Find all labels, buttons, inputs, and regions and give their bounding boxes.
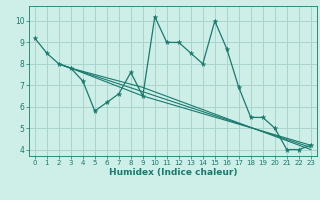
X-axis label: Humidex (Indice chaleur): Humidex (Indice chaleur) <box>108 168 237 177</box>
